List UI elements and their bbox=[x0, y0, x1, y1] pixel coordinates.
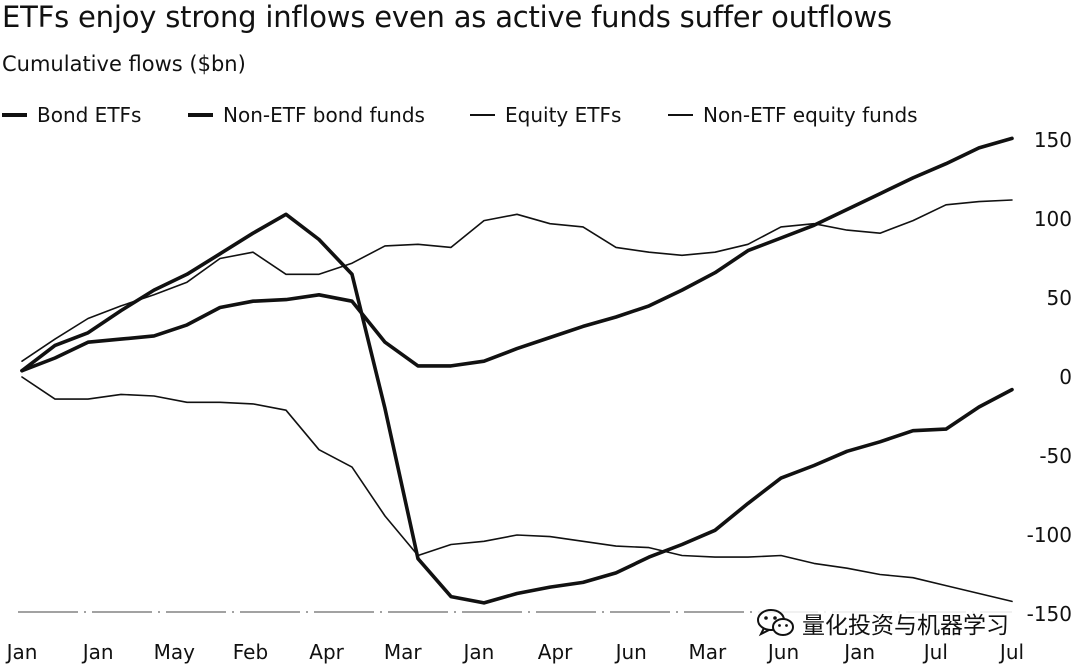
series-line-equity-etfs bbox=[21, 199, 1013, 363]
legend-swatch-non-etf-bond-funds bbox=[188, 113, 213, 117]
y-tick-label: -150 bbox=[1027, 602, 1072, 626]
x-tick-label: Apr bbox=[309, 640, 344, 664]
watermark-text: 量化投资与机器学习 bbox=[802, 613, 1009, 639]
watermark: 量化投资与机器学习 bbox=[752, 603, 1013, 643]
legend-label-equity-etfs: Equity ETFs bbox=[505, 103, 622, 127]
legend-label-non-etf-bond-funds: Non-ETF bond funds bbox=[223, 103, 425, 127]
series-layer bbox=[20, 136, 1014, 605]
x-tick-label: Jan bbox=[81, 640, 114, 664]
x-tick-label: Jan bbox=[842, 640, 875, 664]
y-tick-label: -100 bbox=[1027, 523, 1072, 547]
chart-title: ETFs enjoy strong inflows even as active… bbox=[2, 0, 892, 34]
legend: Bond ETFs Non-ETF bond funds Equity ETFs… bbox=[2, 98, 1002, 132]
x-axis: Jan Jan May Feb Apr Mar Jan Apr Jun Mar Jun Jan Jul J… bbox=[5, 611, 1024, 664]
chart-subtitle: Cumulative flows ($bn) bbox=[2, 52, 246, 76]
x-tick-label: Jun bbox=[766, 640, 799, 664]
legend-item-bond-etfs: Bond ETFs bbox=[2, 98, 141, 132]
y-tick-label: 150 bbox=[1034, 128, 1072, 152]
x-tick-label: Mar bbox=[689, 640, 728, 664]
x-tick-label: May bbox=[154, 640, 196, 664]
x-tick-label: Mar bbox=[384, 640, 423, 664]
legend-label-non-etf-equity-funds: Non-ETF equity funds bbox=[703, 103, 918, 127]
x-tick-label: Jan bbox=[462, 640, 495, 664]
series-line-non-etf-bond-funds bbox=[20, 212, 1014, 605]
x-tick-label: Jun bbox=[614, 640, 647, 664]
y-tick-label: 0 bbox=[1059, 365, 1072, 389]
x-tick-label: Jan bbox=[5, 640, 38, 664]
x-tick-label: Feb bbox=[233, 640, 268, 664]
x-tick-label: Jul bbox=[922, 640, 948, 664]
series-line-non-etf-equity-funds bbox=[21, 376, 1013, 603]
y-tick-label: 100 bbox=[1034, 207, 1072, 231]
y-axis: 150 100 50 0 -50 -100 -150 bbox=[1027, 128, 1072, 626]
legend-swatch-non-etf-equity-funds bbox=[668, 114, 693, 116]
x-tick-label: Jul bbox=[998, 640, 1024, 664]
legend-item-non-etf-bond-funds: Non-ETF bond funds bbox=[188, 98, 425, 132]
legend-label-bond-etfs: Bond ETFs bbox=[37, 103, 142, 127]
wechat-icon bbox=[757, 609, 794, 637]
legend-swatch-equity-etfs bbox=[470, 114, 495, 116]
y-tick-label: 50 bbox=[1047, 286, 1072, 310]
y-tick-label: -50 bbox=[1039, 444, 1072, 468]
legend-item-equity-etfs: Equity ETFs bbox=[470, 98, 621, 132]
legend-item-non-etf-equity-funds: Non-ETF equity funds bbox=[668, 98, 918, 132]
x-tick-label: Apr bbox=[538, 640, 573, 664]
legend-swatch-bond-etfs bbox=[2, 113, 27, 117]
series-line-bond-etfs bbox=[20, 136, 1014, 373]
